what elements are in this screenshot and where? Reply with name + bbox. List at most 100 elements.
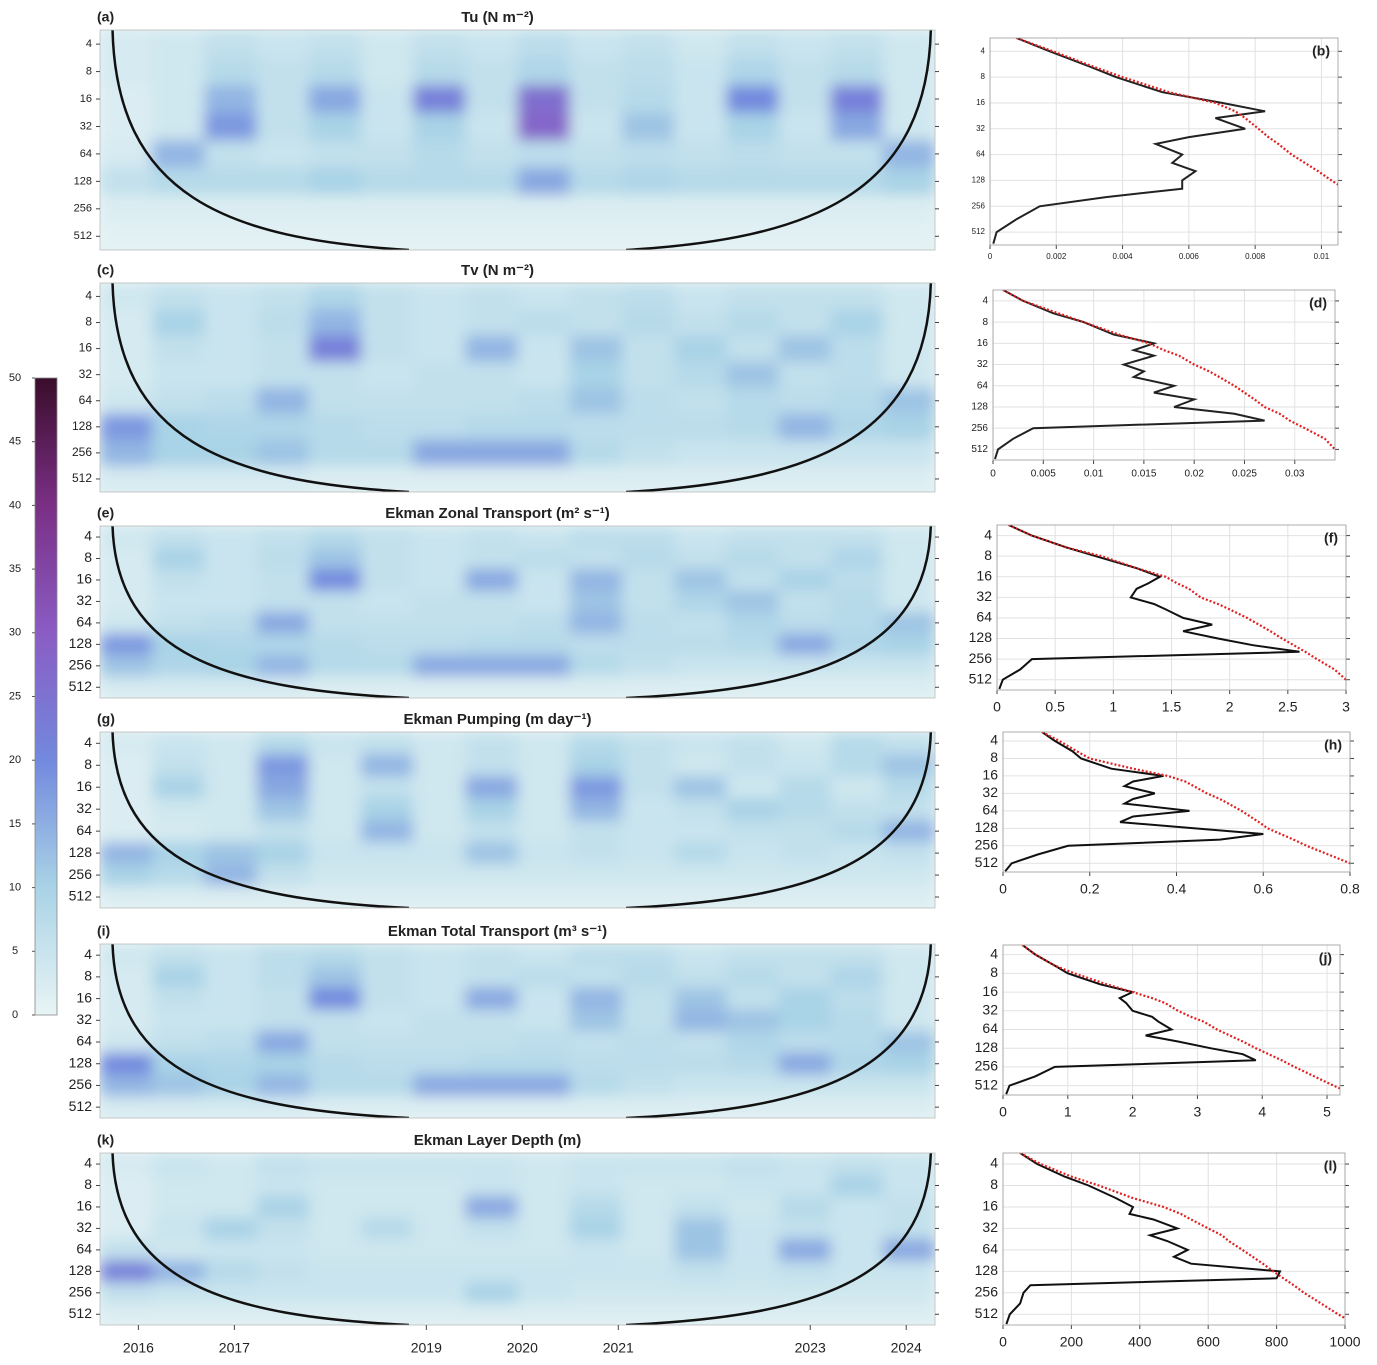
power-cell [778, 1174, 832, 1197]
power-cell [830, 1052, 884, 1076]
power-cell [830, 732, 884, 755]
power-cell [569, 633, 623, 656]
power-cell [308, 1217, 362, 1240]
power-cell [413, 1239, 466, 1262]
power-cell [100, 1260, 153, 1283]
power-cell [517, 820, 571, 843]
power-field [100, 283, 935, 492]
power-cell [256, 754, 310, 777]
y-tick-label: 512 [975, 854, 999, 870]
power-cell [517, 776, 571, 799]
power-cell [256, 655, 310, 678]
power-cell [569, 966, 623, 989]
y-tick-label: 10 [9, 882, 21, 894]
power-cell [569, 590, 623, 613]
power-cell [256, 1052, 310, 1076]
power-cell [778, 944, 832, 967]
power-cell [152, 30, 205, 59]
power-cell [256, 112, 310, 141]
power-cell [413, 944, 466, 967]
power-cell [413, 387, 466, 415]
power-cell [204, 676, 258, 698]
power-cell [830, 57, 884, 86]
power-cell [674, 526, 727, 549]
power-cell [726, 732, 779, 755]
power-cell [100, 1196, 153, 1219]
power-cell [360, 676, 414, 698]
power-cell [413, 1153, 466, 1176]
power-cell [569, 1282, 623, 1305]
power-cell [517, 361, 571, 389]
power-cell [517, 676, 571, 698]
power-cell [726, 439, 779, 467]
power-cell [778, 140, 832, 169]
power-cell [517, 1052, 571, 1076]
y-tick-label: 64 [976, 150, 985, 159]
power-cell [621, 85, 675, 114]
x-tick-label: 0.02 [1184, 469, 1204, 480]
power-cell [204, 1153, 258, 1176]
power-cell [674, 798, 727, 821]
power-cell [204, 1282, 258, 1305]
power-cell [882, 283, 935, 310]
power-cell [726, 195, 779, 224]
power-cell [569, 439, 623, 467]
power-cell [204, 413, 258, 441]
power-cell [360, 633, 414, 656]
power-cell [413, 1217, 466, 1240]
power-cell [674, 1196, 727, 1219]
power-cell [465, 633, 518, 656]
power-cell [465, 987, 518, 1010]
power-cell [308, 335, 362, 363]
power-cell [100, 413, 153, 441]
power-cell [256, 987, 310, 1010]
power-cell [465, 1239, 518, 1262]
power-cell [465, 547, 518, 570]
x-tick-label: 0 [999, 881, 1007, 897]
power-cell [100, 1239, 153, 1262]
power-cell [360, 167, 414, 196]
x-tick-label: 2.5 [1278, 699, 1298, 715]
power-cell [308, 57, 362, 86]
power-cell [360, 842, 414, 865]
power-cell [778, 820, 832, 843]
power-cell [413, 1096, 466, 1118]
power-cell [308, 1282, 362, 1305]
power-cell [413, 439, 466, 467]
power-cell [204, 1096, 258, 1118]
power-cell [882, 655, 935, 678]
power-cell [152, 820, 205, 843]
power-cell [830, 465, 884, 492]
power-cell [413, 1196, 466, 1219]
power-cell [100, 944, 153, 967]
power-cell [830, 776, 884, 799]
power-cell [778, 222, 832, 250]
y-tick-label: 32 [977, 359, 989, 370]
significance-line [1002, 290, 1335, 451]
power-cell [360, 547, 414, 570]
power-cell [674, 112, 727, 141]
plot-frame [99, 1152, 936, 1326]
power-cell [517, 732, 571, 755]
power-cell [674, 633, 727, 656]
power-cell [204, 387, 258, 415]
power-cell [360, 944, 414, 967]
power-cell [778, 842, 832, 865]
power-cell [830, 966, 884, 989]
plot-frame [996, 524, 1347, 691]
y-tick-label: 128 [975, 1262, 999, 1278]
power-cell [621, 1196, 675, 1219]
x-tick-label: 5 [1323, 1104, 1331, 1120]
power-cell [830, 1153, 884, 1176]
power-cell [308, 1196, 362, 1219]
power-cell [413, 222, 466, 250]
power-cell [569, 30, 623, 59]
x-tick-label: 0.002 [1046, 252, 1067, 261]
power-cell [830, 1174, 884, 1197]
series-group [1005, 1153, 1345, 1325]
power-cell [204, 167, 258, 196]
power-cell [465, 612, 518, 635]
plot-frame [99, 29, 936, 251]
power-cell [830, 547, 884, 570]
power-cell [726, 1239, 779, 1262]
